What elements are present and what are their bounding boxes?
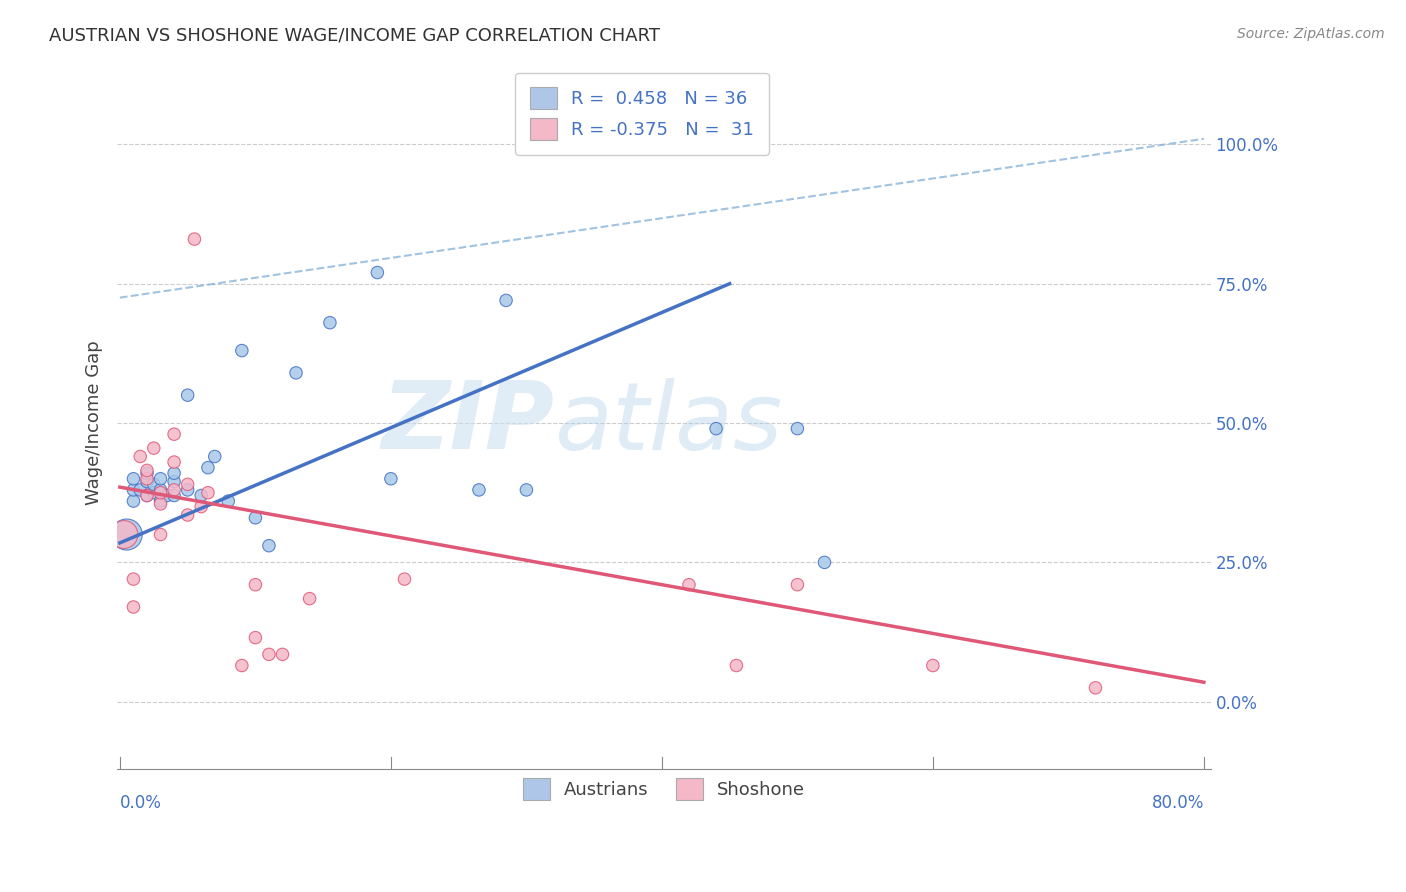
Point bbox=[813, 555, 835, 569]
Point bbox=[149, 494, 172, 508]
Point bbox=[190, 488, 212, 502]
Point bbox=[115, 527, 138, 541]
Point bbox=[285, 366, 308, 380]
Point bbox=[129, 483, 152, 497]
Point bbox=[245, 631, 267, 645]
Point bbox=[231, 343, 253, 358]
Point bbox=[176, 388, 198, 402]
Point bbox=[122, 494, 145, 508]
Point bbox=[197, 460, 219, 475]
Legend: Austrians, Shoshone: Austrians, Shoshone bbox=[508, 764, 820, 815]
Point bbox=[176, 483, 198, 497]
Point bbox=[204, 450, 226, 464]
Point bbox=[163, 467, 186, 481]
Point bbox=[149, 485, 172, 500]
Point bbox=[183, 232, 205, 246]
Text: Source: ZipAtlas.com: Source: ZipAtlas.com bbox=[1237, 27, 1385, 41]
Point bbox=[468, 483, 491, 497]
Point bbox=[786, 577, 808, 591]
Point bbox=[1084, 681, 1107, 695]
Point bbox=[245, 577, 267, 591]
Point bbox=[136, 488, 159, 502]
Point bbox=[163, 455, 186, 469]
Point bbox=[704, 422, 727, 436]
Point bbox=[112, 527, 135, 541]
Point bbox=[257, 539, 280, 553]
Point bbox=[163, 488, 186, 502]
Point bbox=[245, 510, 267, 524]
Point bbox=[190, 500, 212, 514]
Point bbox=[136, 463, 159, 477]
Point bbox=[136, 467, 159, 481]
Point bbox=[678, 577, 700, 591]
Text: atlas: atlas bbox=[554, 377, 783, 468]
Point bbox=[163, 483, 186, 497]
Point bbox=[257, 648, 280, 662]
Point bbox=[142, 477, 165, 491]
Point bbox=[217, 494, 239, 508]
Point bbox=[149, 497, 172, 511]
Point bbox=[136, 488, 159, 502]
Point bbox=[122, 572, 145, 586]
Point bbox=[136, 472, 159, 486]
Point bbox=[122, 472, 145, 486]
Text: AUSTRIAN VS SHOSHONE WAGE/INCOME GAP CORRELATION CHART: AUSTRIAN VS SHOSHONE WAGE/INCOME GAP COR… bbox=[49, 27, 661, 45]
Point bbox=[163, 427, 186, 442]
Point bbox=[495, 293, 517, 308]
Point bbox=[380, 472, 402, 486]
Point bbox=[231, 658, 253, 673]
Point bbox=[156, 488, 179, 502]
Point bbox=[176, 508, 198, 522]
Point bbox=[922, 658, 945, 673]
Point bbox=[122, 599, 145, 614]
Point bbox=[176, 477, 198, 491]
Point bbox=[725, 658, 748, 673]
Point bbox=[142, 441, 165, 455]
Point bbox=[319, 316, 342, 330]
Point bbox=[149, 472, 172, 486]
Point bbox=[149, 483, 172, 497]
Point bbox=[515, 483, 537, 497]
Text: 0.0%: 0.0% bbox=[120, 794, 162, 812]
Point bbox=[122, 483, 145, 497]
Point bbox=[298, 591, 321, 606]
Point bbox=[142, 485, 165, 500]
Point bbox=[271, 648, 294, 662]
Text: 80.0%: 80.0% bbox=[1152, 794, 1204, 812]
Point bbox=[149, 527, 172, 541]
Point bbox=[197, 485, 219, 500]
Point bbox=[129, 450, 152, 464]
Point bbox=[394, 572, 416, 586]
Point bbox=[136, 475, 159, 489]
Point bbox=[786, 422, 808, 436]
Point bbox=[163, 475, 186, 489]
Y-axis label: Wage/Income Gap: Wage/Income Gap bbox=[86, 341, 103, 506]
Point bbox=[366, 266, 388, 280]
Text: ZIP: ZIP bbox=[381, 377, 554, 469]
